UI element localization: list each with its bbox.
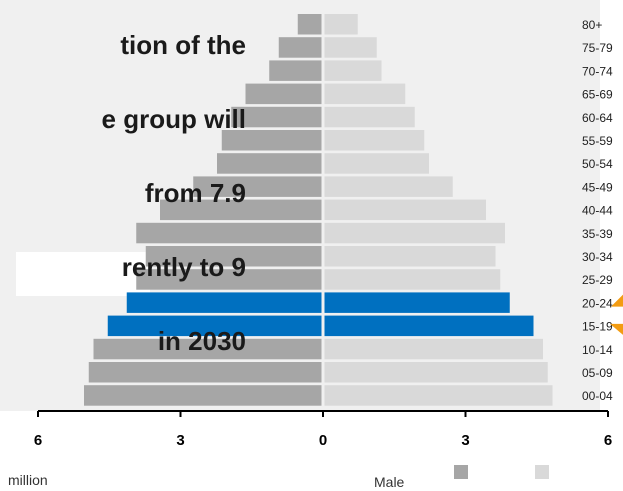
age-label-80+: 80+ [582, 18, 602, 32]
age-label-40-44: 40-44 [582, 204, 613, 218]
bar-right-75-79 [324, 37, 377, 58]
bar-right-40-44 [324, 199, 486, 221]
bar-right-70-74 [324, 60, 382, 81]
bar-right-30-34 [324, 246, 496, 267]
age-group-labels: 80+ 75-79 70-74 65-69 60-64 55-59 50-54 45-49 40… [582, 18, 613, 403]
bar-left-30-34 [145, 246, 322, 267]
bars-layer [84, 14, 553, 406]
unit-label: million [8, 472, 48, 488]
bar-right-05-09 [324, 362, 548, 383]
highlight-markers [610, 294, 623, 335]
callout-line-2: e group will [101, 104, 246, 134]
bar-right-65-69 [324, 83, 406, 105]
age-label-15-19: 15-19 [582, 320, 613, 334]
bar-left-80+ [297, 14, 322, 35]
callout-line-1: tion of the [120, 30, 246, 60]
bar-right-00-04 [324, 385, 553, 406]
bar-left-35-39 [136, 222, 322, 244]
bar-right-50-54 [324, 153, 429, 174]
callout-text: tion of the e group will from 7.9 rently… [0, 0, 246, 397]
bar-left-50-54 [217, 153, 322, 174]
age-label-20-24: 20-24 [582, 296, 613, 310]
x-tick-label: 6 [34, 432, 42, 449]
callout-line-5: in 2030 [157, 326, 246, 356]
bar-right-15-19 [324, 315, 534, 337]
age-label-35-39: 35-39 [582, 227, 613, 241]
bar-right-10-14 [324, 338, 543, 360]
x-tick-label: 0 [319, 432, 327, 449]
bar-left-15-19 [107, 315, 322, 337]
age-label-75-79: 75-79 [582, 41, 613, 55]
bar-left-00-04 [84, 385, 322, 406]
x-axis: 6 3 0 3 6 [34, 410, 612, 449]
callout-line-3: from 7.9 [144, 178, 246, 208]
bar-right-25-29 [324, 269, 501, 290]
bar-right-35-39 [324, 222, 505, 244]
bar-left-10-14 [93, 338, 322, 360]
bar-left-70-74 [269, 60, 322, 81]
age-label-10-14: 10-14 [582, 343, 613, 357]
legend-swatch-female [454, 465, 468, 479]
bar-left-45-49 [193, 176, 322, 197]
x-tick-label: 3 [176, 432, 184, 449]
bar-left-20-24 [126, 292, 322, 313]
bar-left-55-59 [221, 130, 322, 151]
age-label-45-49: 45-49 [582, 180, 613, 194]
age-label-65-69: 65-69 [582, 88, 613, 102]
highlight-arrow-15-19 [610, 323, 623, 335]
legend-swatch-male [535, 465, 549, 479]
callout-line-4: rently to 9 [121, 252, 246, 282]
bar-left-65-69 [245, 83, 322, 105]
bar-right-20-24 [324, 292, 510, 313]
x-tick-label: 6 [604, 432, 612, 449]
callout-pointer [16, 252, 150, 296]
legend-male-label: Male [374, 474, 405, 490]
age-label-50-54: 50-54 [582, 157, 613, 171]
bar-right-45-49 [324, 176, 453, 197]
bar-right-60-64 [324, 106, 415, 128]
bar-left-75-79 [278, 37, 322, 58]
bar-right-80+ [324, 14, 358, 35]
highlight-arrow-20-24 [611, 294, 623, 307]
age-label-25-29: 25-29 [582, 273, 613, 287]
age-label-05-09: 05-09 [582, 366, 613, 380]
bar-left-25-29 [136, 269, 322, 290]
bar-left-60-64 [231, 106, 322, 128]
bar-left-05-09 [88, 362, 322, 383]
age-label-60-64: 60-64 [582, 111, 613, 125]
age-label-70-74: 70-74 [582, 64, 613, 78]
bar-right-55-59 [324, 130, 425, 151]
bar-left-40-44 [160, 199, 322, 221]
age-label-55-59: 55-59 [582, 134, 613, 148]
age-label-00-04: 00-04 [582, 389, 613, 403]
x-tick-label: 3 [461, 432, 469, 449]
age-label-30-34: 30-34 [582, 250, 613, 264]
